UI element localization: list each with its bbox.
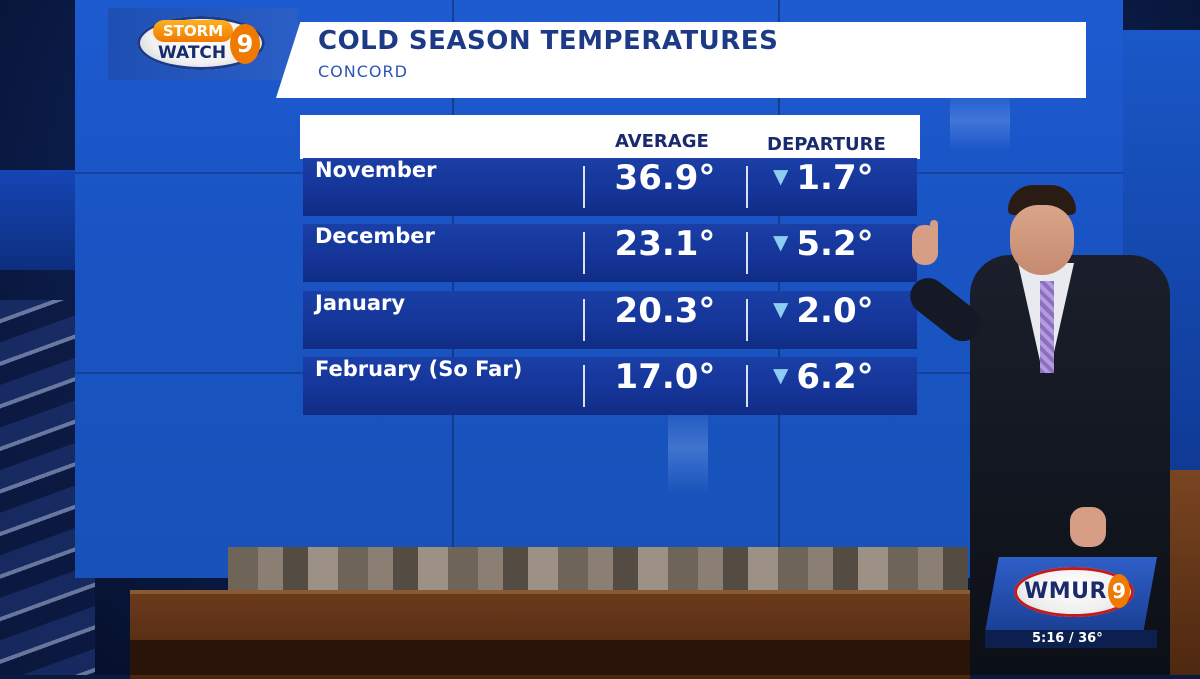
down-triangle-icon: ▼: [773, 164, 789, 188]
wall-seam: [778, 0, 780, 578]
departure-header: DEPARTURE: [767, 134, 886, 155]
head: [1010, 205, 1074, 275]
side-monitor: [0, 170, 82, 270]
station-name: WMUR: [1024, 579, 1107, 604]
time-temp: 5:16 / 36°: [1032, 631, 1103, 646]
departure-value: 6.2°: [796, 357, 874, 397]
time-temp-strip: [985, 630, 1157, 648]
resting-hand: [1070, 507, 1106, 547]
tie: [1040, 281, 1054, 373]
table-row: February (So Far) 17.0° ▼ 6.2°: [303, 357, 917, 415]
month-label: December: [315, 224, 435, 248]
departure-cell: ▼ 6.2°: [773, 357, 913, 415]
column-divider: [746, 365, 748, 407]
departure-cell: ▼ 5.2°: [773, 224, 913, 282]
month-label: February (So Far): [315, 357, 523, 381]
logo-watch-text: WATCH: [158, 43, 227, 63]
month-label: November: [315, 158, 437, 182]
graphic-subtitle: CONCORD: [318, 62, 408, 81]
departure-cell: ▼ 1.7°: [773, 158, 913, 216]
average-value: 36.9°: [614, 158, 716, 198]
title-bar: [276, 22, 1086, 98]
average-header: AVERAGE: [615, 131, 709, 152]
column-divider: [583, 166, 585, 208]
icicle-decor: [668, 400, 708, 495]
down-triangle-icon: ▼: [773, 297, 789, 321]
graphic-title: COLD SEASON TEMPERATURES: [318, 26, 779, 56]
table-row: November 36.9° ▼ 1.7°: [303, 158, 917, 216]
column-divider: [746, 299, 748, 341]
column-divider: [583, 365, 585, 407]
departure-cell: ▼ 2.0°: [773, 291, 913, 349]
wall-seam: [452, 0, 454, 578]
logo-storm-text: STORM: [153, 20, 233, 42]
departure-value: 1.7°: [796, 158, 874, 198]
down-triangle-icon: ▼: [773, 363, 789, 387]
departure-value: 2.0°: [796, 291, 874, 331]
table-header: [300, 115, 920, 159]
column-divider: [583, 232, 585, 274]
column-divider: [746, 166, 748, 208]
table-row: January 20.3° ▼ 2.0°: [303, 291, 917, 349]
month-label: January: [315, 291, 406, 315]
departure-value: 5.2°: [796, 224, 874, 264]
column-divider: [746, 232, 748, 274]
down-triangle-icon: ▼: [773, 230, 789, 254]
icicle-decor: [950, 90, 1010, 150]
average-value: 23.1°: [614, 224, 716, 264]
column-divider: [583, 299, 585, 341]
pointing-finger: [930, 220, 938, 238]
table-row: December 23.1° ▼ 5.2°: [303, 224, 917, 282]
logo-nine: 9: [230, 24, 260, 64]
station-number: 9: [1108, 574, 1130, 608]
desk-base: [130, 640, 970, 675]
average-value: 20.3°: [614, 291, 716, 331]
average-value: 17.0°: [614, 357, 716, 397]
